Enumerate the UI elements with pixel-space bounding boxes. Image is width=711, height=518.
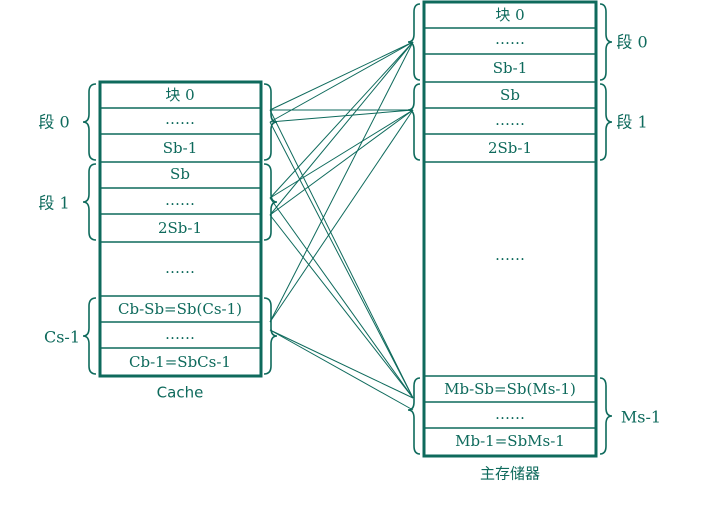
- memory-row-0: 块 0: [495, 6, 524, 24]
- memory-row-7: ……: [495, 405, 525, 423]
- memory-caption: 主存储器: [480, 465, 540, 483]
- memory-row-5: 2Sb-1: [488, 139, 532, 157]
- cache-row-6: ……: [165, 259, 195, 277]
- memory-row-2: Sb-1: [493, 59, 528, 77]
- cache-row-7: Cb-Sb=Sb(Cs-1): [118, 300, 242, 318]
- memory-row-8: Mb-1=SbMs-1: [455, 432, 565, 450]
- cache-row-4: ……: [165, 191, 195, 209]
- memory-row-1: ……: [495, 30, 525, 48]
- memory-segment-label-0: 段 0: [616, 33, 647, 52]
- memory-segment-label-1: 段 1: [616, 113, 647, 132]
- memory-left-braces: [407, 3, 421, 455]
- cache-row-2: Sb-1: [163, 139, 198, 157]
- memory-row-4: ……: [495, 111, 525, 129]
- cache-row-5: 2Sb-1: [158, 219, 202, 237]
- memory-right-braces: [599, 3, 613, 455]
- cache-segment-label-2: Cs-1: [44, 328, 80, 347]
- cache-right-braces: [263, 83, 278, 375]
- mapping-lines: [269, 41, 414, 411]
- cache-segment-label-0: 段 0: [38, 113, 69, 132]
- cache-row-1: ……: [165, 110, 195, 128]
- memory-middle: ……: [495, 246, 525, 264]
- cache-row-0: 块 0: [165, 86, 194, 104]
- cache-segment-label-1: 段 1: [38, 194, 69, 213]
- cache-row-8: ……: [165, 325, 195, 343]
- cache-row-3: Sb: [170, 165, 190, 183]
- memory-row-3: Sb: [500, 86, 520, 104]
- cache-caption: Cache: [157, 384, 204, 402]
- memory-row-6: Mb-Sb=Sb(Ms-1): [444, 380, 576, 398]
- main-memory-box: 块 0 …… Sb-1 Sb …… 2Sb-1 …… Mb-Sb=Sb(Ms-1…: [422, 0, 598, 483]
- cache-box: 块 0 …… Sb-1 Sb …… 2Sb-1 …… Cb-Sb=Sb(Cs-1…: [98, 80, 263, 402]
- cache-row-9: Cb-1=SbCs-1: [129, 353, 231, 371]
- memory-segment-label-2: Ms-1: [621, 408, 661, 427]
- cache-left-braces: [82, 83, 97, 375]
